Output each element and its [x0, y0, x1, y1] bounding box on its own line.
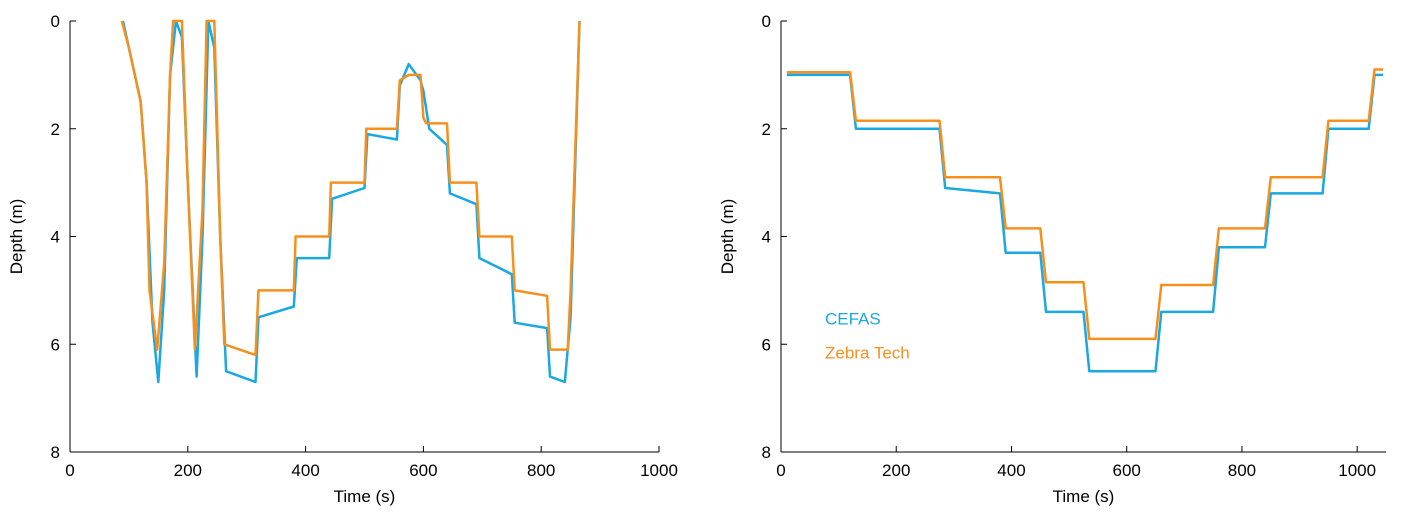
- x-tick-label: 800: [1228, 461, 1256, 480]
- x-tick-label: 600: [1113, 461, 1141, 480]
- y-tick-label: 0: [51, 12, 60, 31]
- x-tick-label: 200: [174, 461, 202, 480]
- x-tick-label: 1000: [640, 461, 678, 480]
- x-tick-label: 400: [291, 461, 319, 480]
- depth-line: [120, 19, 581, 357]
- y-tick-label: 2: [51, 120, 60, 139]
- y-tick-label: 0: [762, 12, 771, 31]
- x-axis-label: Time (s): [334, 487, 396, 506]
- depth-line: [121, 19, 581, 384]
- y-tick-label: 6: [51, 335, 60, 354]
- x-tick-label: 800: [527, 461, 555, 480]
- depth-line: [786, 68, 1384, 341]
- y-tick-label: 4: [51, 228, 60, 247]
- y-axis-label: Depth (m): [718, 199, 737, 275]
- x-tick-label: 600: [409, 461, 437, 480]
- x-tick-label: 200: [882, 461, 910, 480]
- x-tick-label: 400: [997, 461, 1025, 480]
- x-tick-label: 0: [65, 461, 74, 480]
- legend-label: Zebra Tech: [825, 344, 910, 363]
- x-tick-label: 0: [776, 461, 785, 480]
- y-tick-label: 4: [762, 228, 771, 247]
- legend-label: CEFAS: [825, 310, 881, 329]
- y-axis-label: Depth (m): [7, 199, 26, 275]
- y-tick-label: 8: [762, 443, 771, 462]
- x-axis-label: Time (s): [1053, 487, 1115, 506]
- y-tick-label: 2: [762, 120, 771, 139]
- y-tick-label: 6: [762, 335, 771, 354]
- y-tick-label: 8: [51, 443, 60, 462]
- x-tick-label: 1000: [1338, 461, 1376, 480]
